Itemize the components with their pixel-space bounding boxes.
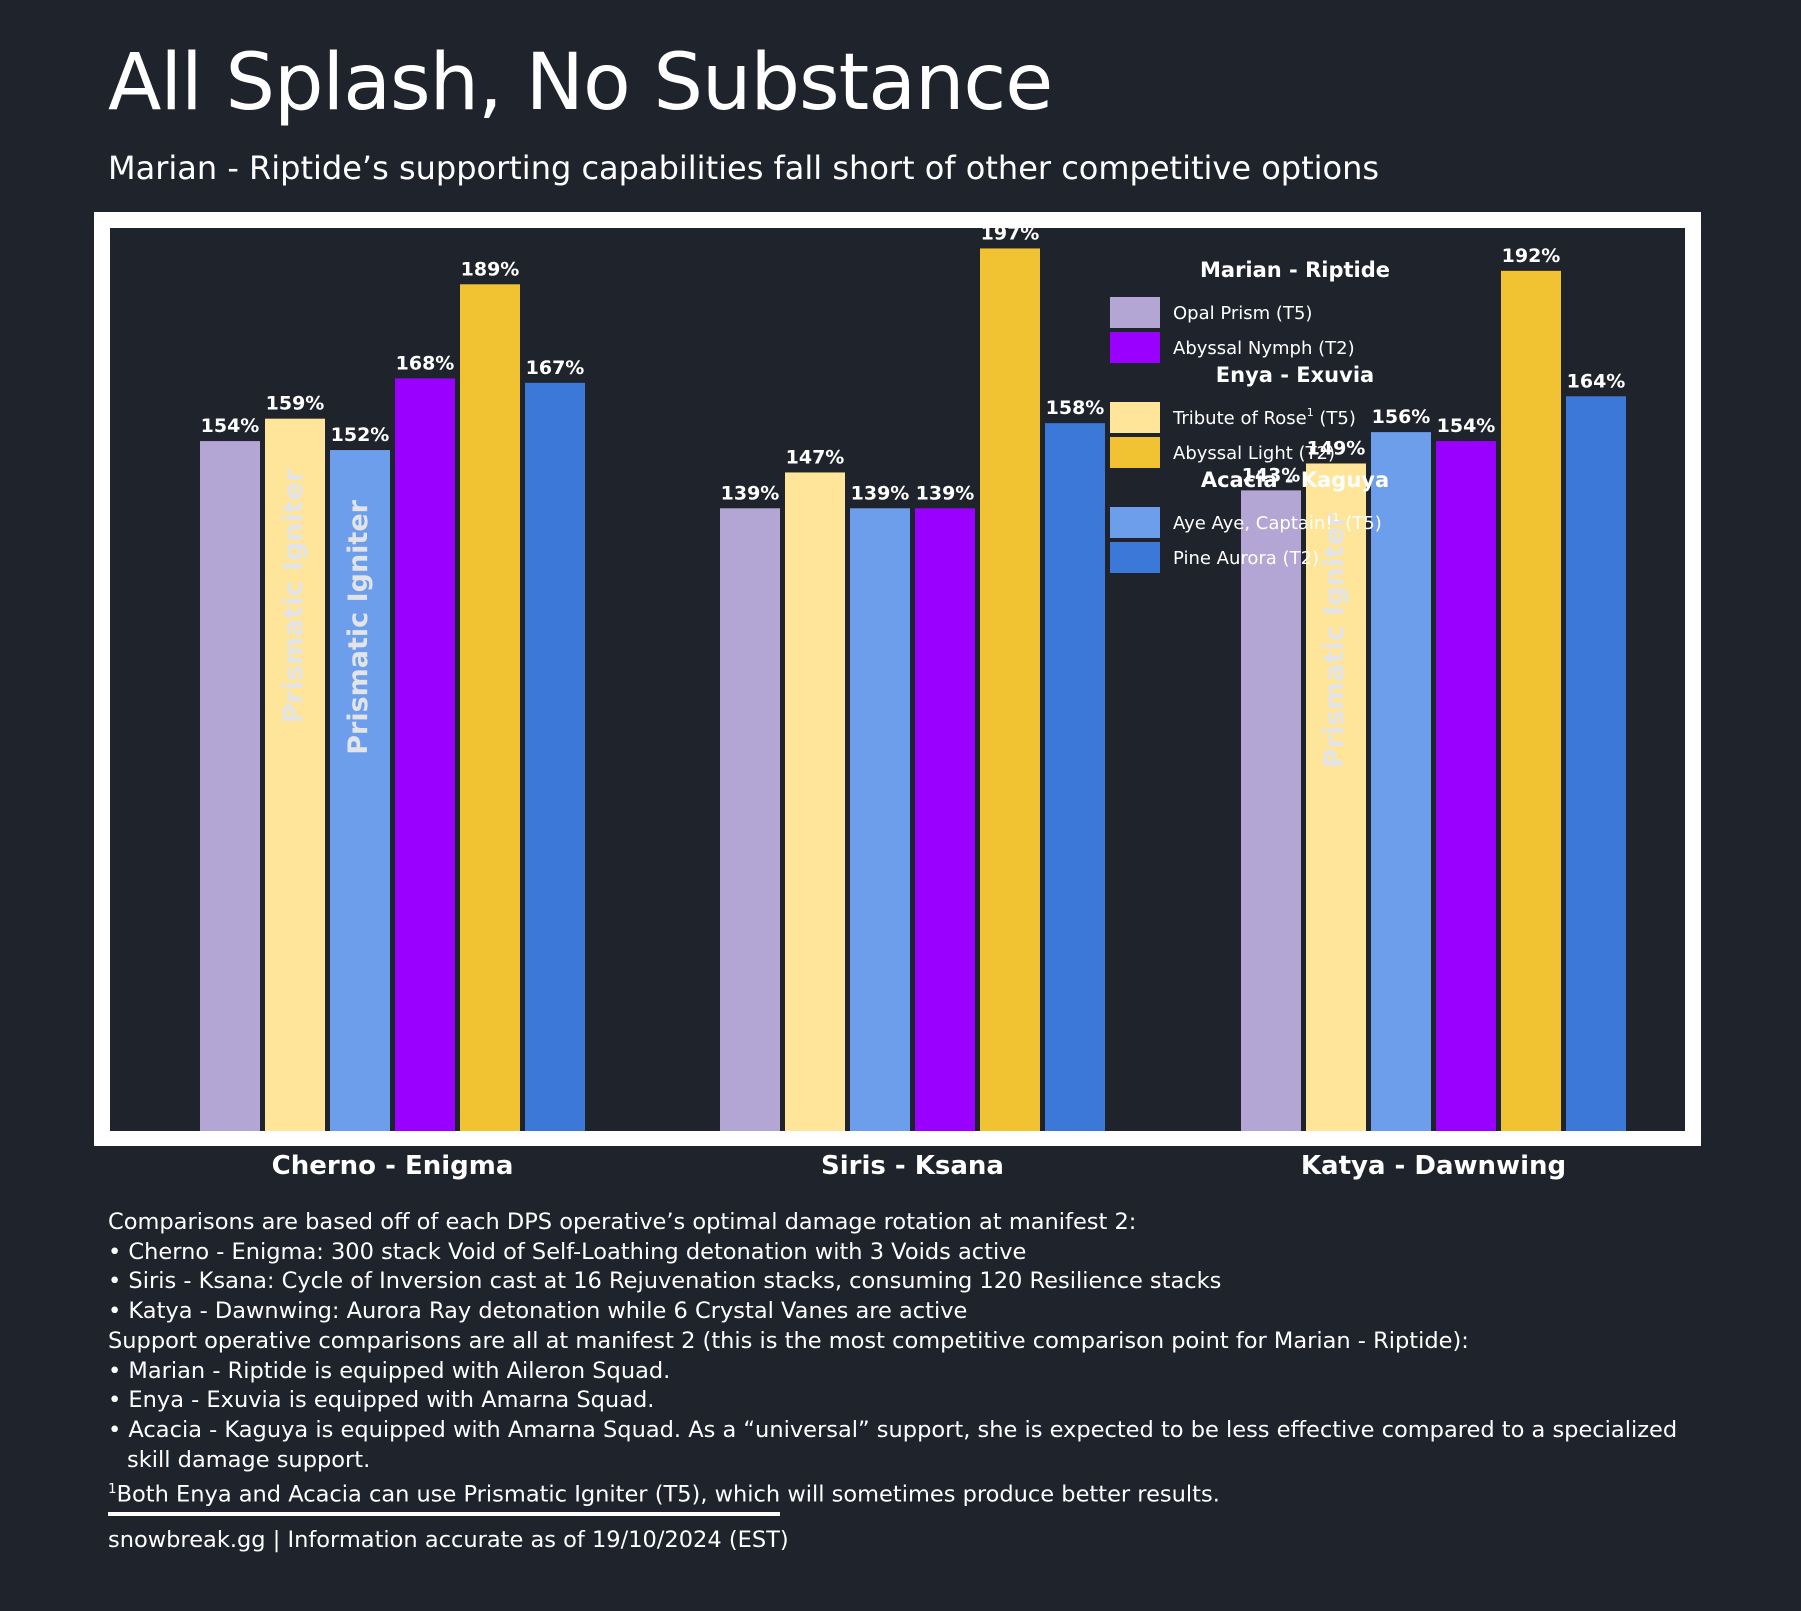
bar [980,248,1040,1131]
bar-value-label: 168% [396,352,455,374]
legend-label: Opal Prism (T5) [1173,303,1312,324]
bar-group: 154% 159% Prismatic Igniter 152% Prismatic I… [200,258,585,1132]
legend-swatch [1110,297,1160,328]
legend-label: Abyssal Nymph (T2) [1173,338,1355,359]
bar [460,284,520,1131]
bar [1566,396,1626,1131]
bars-layer: 154% 159% Prismatic Igniter 152% Prismatic I… [200,222,1626,1132]
bar [1501,270,1561,1132]
notes-support-intro: Support operative comparisons are all at… [108,1327,1469,1354]
category-label: Cherno - Enigma [271,1151,514,1181]
bar [785,472,845,1131]
bar [1045,423,1105,1131]
bar-value-label: 189% [461,258,520,280]
bar-value-label: 154% [201,415,260,437]
source-divider [108,1512,780,1516]
bar [265,418,325,1131]
chart-title: All Splash, No Substance [108,38,1053,128]
footnote-text: Both Enya and Acacia can use Prismatic I… [116,1481,1220,1508]
bar [915,508,975,1131]
bar-group: 139% 147% 139% 139% 197% 158% [720,222,1105,1131]
bar-group: 143% 149% Prismatic Igniter 156% 154% 192% 164… [1241,245,1626,1132]
notes: Comparisons are based off of each DPS op… [108,1208,1727,1511]
footnote: 1Both Enya and Acacia can use Prismatic … [108,1475,1727,1510]
bar [395,378,455,1131]
bar-value-label: 139% [916,482,975,504]
bar-value-label: 149% [1307,437,1366,459]
notes-dps-item: • Siris - Ksana: Cycle of Inversion cast… [108,1268,1222,1295]
bar-overlay-label: Prismatic Igniter [343,499,374,754]
legend-group-title: Acacia - Kaguya [1201,468,1389,492]
bar-value-label: 159% [266,393,325,415]
bar-value-label: 167% [526,357,585,379]
bar [330,450,390,1131]
legend-label: Tribute of Rose1 (T5) [1172,406,1356,429]
notes-dps-item: • Cherno - Enigma: 300 stack Void of Sel… [108,1238,1027,1265]
bar [850,508,910,1131]
bar-value-label: 164% [1567,370,1626,392]
legend-swatch [1110,542,1160,573]
bar [720,508,780,1131]
legend-group-title: Enya - Exuvia [1216,363,1374,387]
bar-value-label: 156% [1372,406,1431,428]
bar [525,382,585,1132]
bar-overlay-label: Prismatic Igniter [1319,513,1350,768]
legend: Marian - Riptide Opal Prism (T5) Abyssal N… [1110,258,1390,573]
category-label: Siris - Ksana [821,1151,1004,1181]
bar [200,441,260,1132]
notes-dps-item: • Katya - Dawnwing: Aurora Ray detonatio… [108,1298,968,1325]
bar-value-label: 192% [1502,245,1561,267]
notes-support-item: • Enya - Exuvia is equipped with Amarna … [108,1387,655,1414]
source-credit: snowbreak.gg | Information accurate as o… [108,1527,789,1553]
bar-value-label: 139% [851,482,910,504]
legend-group-title: Marian - Riptide [1200,258,1390,282]
bar-value-label: 139% [721,482,780,504]
bar [1241,490,1301,1131]
legend-label: Pine Aurora (T2) [1173,548,1319,569]
bar-value-label: 158% [1046,397,1105,419]
bar-value-label: 197% [981,222,1040,244]
bar [1306,463,1366,1132]
legend-label: Aye Aye, Captain!1 (T5) [1173,511,1382,534]
notes-intro: Comparisons are based off of each DPS op… [108,1209,1137,1235]
notes-support-item: • Marian - Riptide is equipped with Aile… [108,1357,671,1384]
category-label: Katya - Dawnwing [1300,1151,1567,1181]
bar-value-label: 152% [331,424,390,446]
bar-value-label: 143% [1242,464,1301,486]
bar-value-label: 154% [1437,415,1496,437]
notes-support-item: • Acacia - Kaguya is equipped with Amarn… [108,1416,1678,1473]
bar [1371,432,1431,1131]
chart-subtitle: Marian - Riptide’s supporting capabiliti… [108,149,1380,187]
legend-swatch [1110,402,1160,433]
bar [1436,441,1496,1132]
legend-swatch [1110,507,1160,538]
bar-value-label: 147% [786,446,845,468]
legend-swatch [1110,332,1160,363]
chart-area: 154% 159% Prismatic Igniter 152% Prismatic I… [110,222,1685,1132]
footnote-mark: 1 [108,1481,117,1498]
bar-overlay-label: Prismatic Igniter [278,468,309,723]
legend-swatch [1110,437,1160,468]
legend-label: Abyssal Light (T2) [1173,443,1335,464]
